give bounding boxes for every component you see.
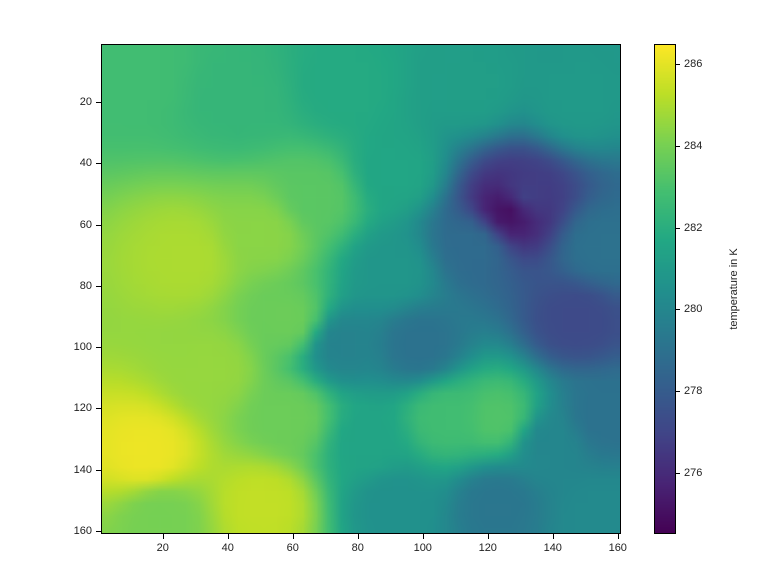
colorbar-label: temperature in K xyxy=(728,248,740,329)
colorbar-tick-label: 276 xyxy=(684,467,702,479)
x-tick-mark xyxy=(423,534,424,539)
y-tick-mark xyxy=(96,286,101,287)
y-tick-label: 100 xyxy=(74,341,92,353)
heatmap-canvas xyxy=(101,44,621,534)
y-tick-label: 160 xyxy=(74,525,92,537)
colorbar-canvas xyxy=(654,44,676,534)
x-tick-label: 20 xyxy=(157,542,169,554)
y-tick-mark xyxy=(96,102,101,103)
x-tick-mark xyxy=(618,534,619,539)
x-tick-label: 100 xyxy=(414,542,432,554)
y-tick-mark xyxy=(96,163,101,164)
x-tick-label: 140 xyxy=(544,542,562,554)
colorbar-tick-mark xyxy=(676,228,680,229)
colorbar-tick-mark xyxy=(676,309,680,310)
colorbar-tick-mark xyxy=(676,64,680,65)
y-tick-mark xyxy=(96,531,101,532)
x-tick-label: 120 xyxy=(479,542,497,554)
x-tick-label: 40 xyxy=(222,542,234,554)
x-tick-mark xyxy=(163,534,164,539)
x-tick-mark xyxy=(293,534,294,539)
x-tick-mark xyxy=(358,534,359,539)
y-tick-label: 20 xyxy=(80,96,92,108)
y-tick-mark xyxy=(96,470,101,471)
x-tick-label: 80 xyxy=(352,542,364,554)
x-tick-mark xyxy=(488,534,489,539)
y-tick-label: 80 xyxy=(80,280,92,292)
heatmap-plot xyxy=(101,44,621,534)
y-tick-label: 140 xyxy=(74,464,92,476)
x-tick-label: 160 xyxy=(609,542,627,554)
x-tick-label: 60 xyxy=(287,542,299,554)
colorbar-tick-mark xyxy=(676,146,680,147)
x-tick-mark xyxy=(228,534,229,539)
y-tick-mark xyxy=(96,347,101,348)
colorbar-tick-label: 284 xyxy=(684,140,702,152)
y-tick-mark xyxy=(96,408,101,409)
y-tick-label: 60 xyxy=(80,219,92,231)
colorbar xyxy=(654,44,676,534)
colorbar-tick-mark xyxy=(676,473,680,474)
colorbar-tick-label: 280 xyxy=(684,303,702,315)
y-tick-mark xyxy=(96,225,101,226)
y-tick-label: 120 xyxy=(74,402,92,414)
colorbar-tick-label: 278 xyxy=(684,385,702,397)
colorbar-tick-label: 286 xyxy=(684,58,702,70)
colorbar-tick-label: 282 xyxy=(684,222,702,234)
colorbar-tick-mark xyxy=(676,391,680,392)
x-tick-mark xyxy=(553,534,554,539)
y-tick-label: 40 xyxy=(80,157,92,169)
